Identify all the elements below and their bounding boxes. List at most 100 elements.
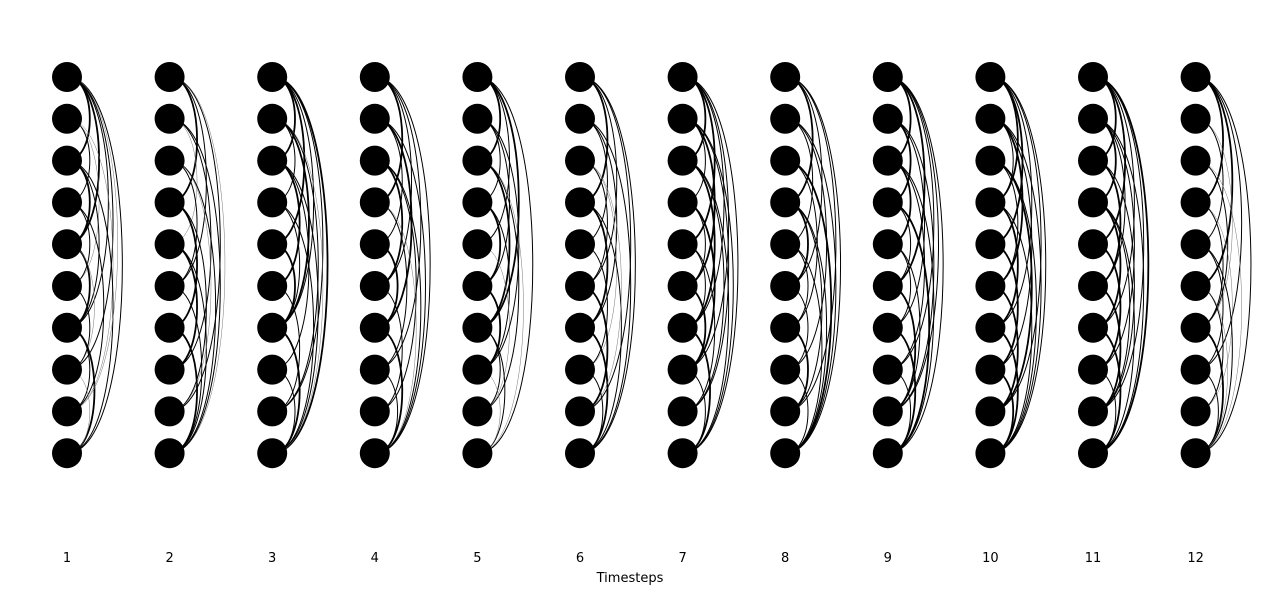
network-node [565, 145, 595, 176]
network-node [667, 229, 698, 260]
network-node [1078, 312, 1108, 343]
network-node [872, 312, 903, 343]
network-node [872, 229, 903, 260]
network-node [257, 229, 288, 260]
network-node [462, 438, 493, 469]
network-node [462, 229, 493, 260]
edge-arc [1092, 201, 1135, 454]
edge-arc [374, 118, 426, 454]
edge-arc [66, 243, 95, 370]
network-node [359, 187, 390, 218]
network-node [770, 187, 801, 218]
edge-arc [169, 118, 212, 371]
edge-arc [1092, 76, 1145, 412]
network-node [359, 438, 390, 469]
network-node [257, 354, 288, 385]
network-node [359, 354, 390, 385]
network-node [257, 145, 288, 176]
network-node [52, 396, 82, 427]
network-node [52, 438, 82, 469]
x-tick-label: 11 [1085, 551, 1102, 566]
edge-arc [785, 201, 823, 412]
network-node [770, 145, 801, 176]
network-node [462, 187, 493, 218]
edge-arc [272, 159, 301, 287]
network-node [1078, 396, 1108, 427]
edge-arc [1092, 76, 1135, 329]
network-node [359, 271, 390, 301]
edge-arc [887, 76, 944, 454]
network-node [52, 103, 82, 134]
edge-arc [887, 76, 926, 287]
network-node [872, 271, 903, 301]
network-node [975, 438, 1006, 469]
edge-arc [272, 201, 315, 454]
edge-arc [785, 76, 841, 454]
edge-arc [579, 76, 618, 287]
network-node [52, 62, 82, 92]
edge-arc [66, 201, 105, 412]
edge-arc [1195, 76, 1243, 371]
edge-arc [579, 201, 622, 454]
edge-arc [990, 201, 1033, 454]
edge-arc [1092, 76, 1150, 455]
network-node [872, 438, 903, 469]
network-node [667, 438, 698, 469]
network-node [1180, 62, 1211, 92]
network-node [770, 354, 801, 385]
x-tick-label: 2 [165, 551, 173, 566]
network-node [565, 354, 595, 385]
network-node [154, 187, 185, 218]
edge-arc [374, 160, 422, 454]
edge-arc [272, 117, 310, 329]
network-node [359, 312, 390, 343]
network-node [975, 229, 1006, 260]
x-tick-label: 3 [268, 551, 276, 566]
edge-arc [477, 118, 520, 371]
edge-arc [682, 160, 725, 412]
network-node [1180, 354, 1211, 385]
network-node [770, 271, 801, 301]
edge-arc [579, 76, 632, 412]
edge-arc [990, 76, 1042, 412]
network-node [52, 354, 82, 385]
x-tick-label: 5 [473, 551, 481, 566]
network-node [257, 103, 288, 134]
network-node [154, 312, 185, 343]
network-node [975, 354, 1006, 385]
network-node [462, 145, 493, 176]
edge-arc [887, 160, 935, 454]
edge-arc [169, 118, 221, 454]
network-node [52, 271, 82, 301]
edge-arc [682, 76, 716, 246]
network-node [154, 103, 185, 134]
network-node [565, 187, 595, 218]
network-node [872, 62, 903, 92]
network-node [565, 229, 595, 260]
network-node [975, 145, 1006, 176]
network-node [975, 62, 1006, 92]
network-node [359, 396, 390, 427]
network-node [1180, 271, 1211, 301]
edge-arc [887, 76, 939, 412]
edge-arc [785, 76, 837, 412]
edge-arc [785, 243, 823, 454]
network-node [770, 396, 801, 427]
network-node [1078, 145, 1108, 176]
network-node [257, 396, 288, 427]
edge-arc [682, 243, 716, 412]
network-node [1078, 103, 1108, 134]
network-node [462, 271, 493, 301]
network-node [1078, 271, 1108, 301]
edge-arc [579, 76, 636, 454]
network-node [872, 354, 903, 385]
network-node [257, 438, 288, 469]
edge-arc [374, 76, 431, 454]
network-node [154, 229, 185, 260]
edge-arc [579, 118, 632, 454]
nodes-layer [52, 62, 1211, 469]
network-node [1180, 187, 1211, 218]
network-node [667, 312, 698, 343]
edge-arc [374, 160, 417, 412]
